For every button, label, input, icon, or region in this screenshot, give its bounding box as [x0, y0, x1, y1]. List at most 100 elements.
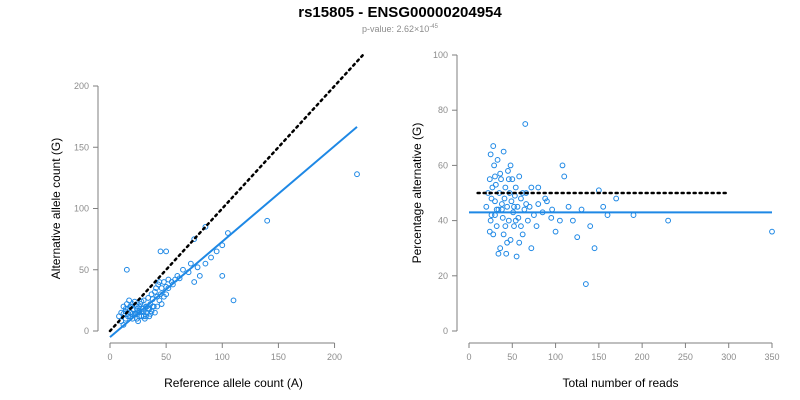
data-point	[507, 237, 514, 243]
data-point	[354, 171, 360, 178]
data-point	[493, 223, 500, 230]
data-point	[518, 195, 524, 202]
y-tick-label: 150	[74, 142, 89, 152]
data-point	[165, 276, 172, 283]
x-axis-title: Reference allele count (A)	[164, 376, 303, 390]
chart-panel-1: 0 50 100 150 200 0 50 100 150 200 Reference allele…	[49, 54, 364, 390]
data-point	[542, 195, 549, 202]
x-tick-label: 200	[635, 352, 650, 362]
data-point	[492, 181, 499, 188]
x-tick-label: 100	[215, 352, 230, 362]
data-point	[264, 217, 271, 224]
data-point	[512, 184, 519, 191]
y-tick-label: 0	[443, 326, 448, 336]
data-point	[158, 301, 165, 307]
x-tick-label: 50	[161, 352, 171, 362]
data-point	[548, 214, 555, 221]
data-point	[502, 223, 509, 230]
data-point	[492, 198, 498, 205]
data-point	[519, 231, 526, 238]
data-point	[486, 176, 493, 183]
chart-panel-2: 0 50 100 150 200 250 300 350 0 20 40 60 80 100 Total n…	[410, 50, 780, 390]
data-point	[490, 231, 497, 238]
data-point	[591, 245, 598, 252]
data-point	[160, 279, 167, 285]
x-tick-label: 350	[764, 352, 779, 362]
data-point	[224, 230, 231, 236]
data-point	[504, 203, 510, 210]
data-point	[138, 298, 145, 305]
data-point	[528, 245, 535, 252]
data-point	[148, 308, 155, 315]
data-point	[535, 201, 542, 207]
data-point	[518, 223, 524, 230]
x-tick-label: 200	[327, 352, 342, 362]
fit-line	[109, 126, 358, 338]
data-point	[503, 250, 510, 257]
data-point	[528, 184, 535, 191]
data-point	[219, 272, 226, 279]
y-tick-label: 20	[438, 271, 448, 281]
data-point	[511, 203, 517, 210]
data-point	[600, 203, 607, 210]
data-point	[163, 291, 170, 298]
data-point	[509, 176, 516, 183]
data-point	[123, 266, 130, 273]
data-point	[613, 195, 620, 202]
x-tick-label: 0	[107, 352, 112, 362]
data-point	[516, 173, 523, 180]
data-point	[522, 121, 529, 127]
data-point	[487, 151, 494, 158]
data-point	[512, 217, 519, 224]
data-point	[136, 313, 143, 320]
data-point	[490, 143, 497, 149]
data-point	[500, 231, 507, 238]
data-point	[569, 217, 576, 224]
data-point	[202, 260, 209, 267]
chart-title: rs15805 - ENSG00000204954	[298, 4, 502, 21]
x-tick-label: 300	[721, 352, 736, 362]
data-point	[202, 223, 209, 230]
data-point	[163, 248, 170, 255]
y-tick-label: 0	[84, 326, 89, 336]
x-tick-label: 100	[548, 352, 563, 362]
data-point	[494, 156, 501, 163]
x-tick-label: 50	[507, 352, 517, 362]
data-point	[533, 223, 540, 230]
data-point	[208, 254, 214, 261]
y-tick-label: 40	[438, 216, 448, 226]
x-tick-label: 150	[591, 352, 606, 362]
data-point	[146, 313, 153, 320]
data-point	[483, 203, 490, 210]
data-point	[157, 248, 164, 255]
x-tick-label: 0	[466, 352, 471, 362]
data-point	[559, 162, 566, 169]
data-point	[521, 206, 528, 213]
data-point	[508, 198, 515, 205]
data-point	[148, 291, 155, 298]
data-point	[134, 306, 140, 312]
data-point	[582, 281, 589, 287]
y-axis-title: Alternative allele count (G)	[49, 138, 63, 279]
data-point	[523, 201, 530, 207]
data-point	[552, 228, 559, 235]
data-point	[492, 173, 498, 180]
data-point	[489, 184, 496, 191]
data-point	[535, 184, 542, 191]
data-point	[497, 245, 504, 252]
y-tick-label: 200	[74, 81, 89, 91]
data-point	[230, 297, 237, 304]
y-tick-label: 100	[433, 50, 448, 60]
data-point	[578, 206, 585, 213]
data-point	[152, 309, 158, 316]
data-point	[531, 212, 537, 218]
data-point	[488, 195, 495, 202]
data-point	[526, 203, 533, 210]
y-axis-title: Percentage alternative (G)	[410, 123, 424, 264]
y-tick-label: 50	[79, 265, 89, 275]
data-point	[487, 217, 494, 224]
data-point	[501, 195, 508, 202]
data-point	[557, 217, 563, 224]
data-point	[505, 217, 512, 224]
chart-subtitle: p-value: 2.62×10-45	[0, 24, 800, 34]
